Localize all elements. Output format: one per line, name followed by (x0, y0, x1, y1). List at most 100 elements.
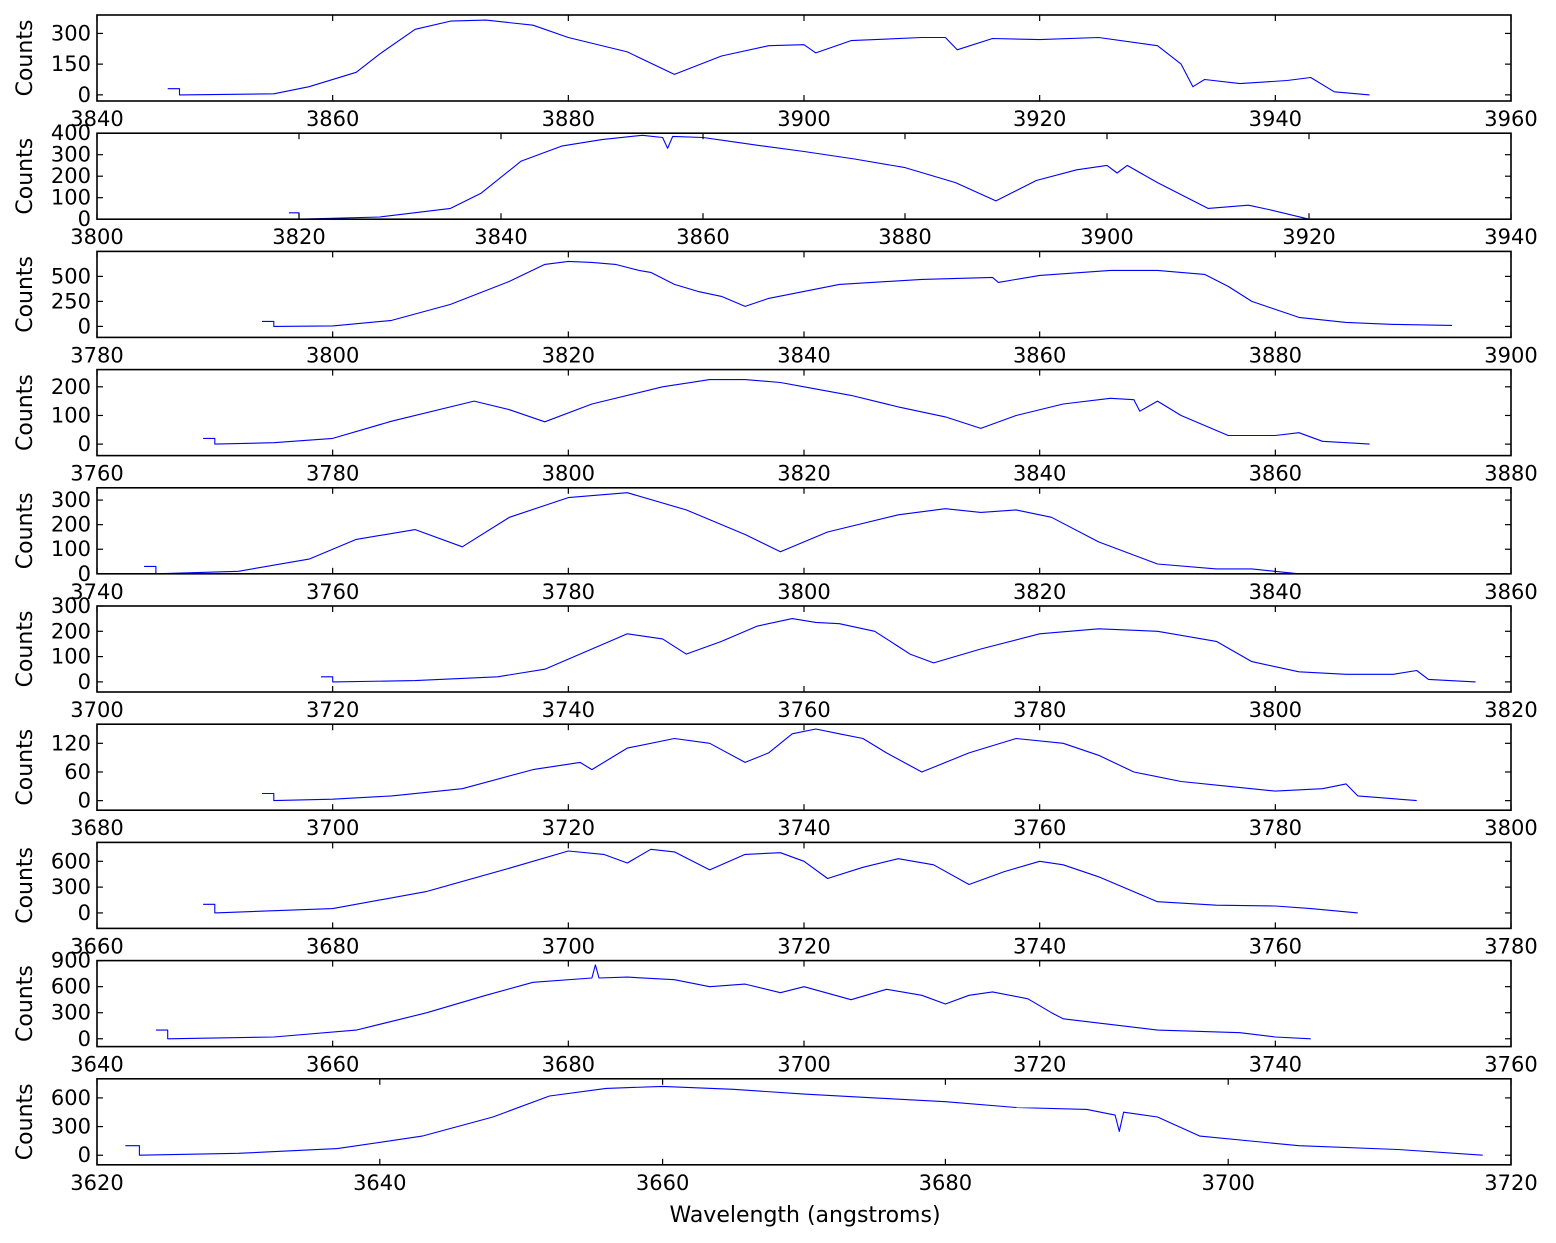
x-tick-label: 3900 (1484, 343, 1537, 367)
x-tick-label: 3740 (70, 580, 123, 604)
axes-frame-6 (96, 605, 1512, 693)
y-tick-label: 200 (51, 513, 91, 537)
x-tick-label: 3700 (1201, 1171, 1254, 1195)
y-axis-label: Counts (13, 374, 38, 451)
x-tick-label: 3800 (306, 343, 359, 367)
y-tick-label: 0 (78, 901, 91, 925)
x-tick-label: 3820 (777, 462, 830, 486)
x-tick-label: 3720 (777, 934, 830, 958)
x-tick-label: 3820 (272, 225, 325, 249)
x-tick-label: 3920 (1013, 107, 1066, 131)
x-tick-label: 3960 (1484, 107, 1537, 131)
y-tick-label: 100 (51, 403, 91, 427)
x-tick-label: 3740 (777, 816, 830, 840)
x-tick-label: 3680 (70, 816, 123, 840)
x-tick-label: 3880 (542, 107, 595, 131)
x-tick-label: 3760 (777, 698, 830, 722)
y-tick-label: 0 (78, 670, 91, 694)
spectrum-line-5 (144, 492, 1299, 575)
y-axis-label: Counts (13, 256, 38, 333)
y-tick-label: 600 (51, 1086, 91, 1110)
x-tick-label: 3800 (1249, 698, 1302, 722)
y-tick-label: 300 (51, 1115, 91, 1139)
y-tick-label: 0 (78, 562, 91, 586)
axes-frame-4 (96, 368, 1512, 457)
y-tick-label: 150 (51, 52, 91, 76)
y-tick-label: 0 (78, 789, 91, 813)
x-tick-label: 3880 (1484, 462, 1537, 486)
x-tick-label: 3880 (1249, 343, 1302, 367)
y-tick-label: 400 (51, 121, 91, 145)
x-tick-label: 3860 (1249, 462, 1302, 486)
x-tick-label: 3620 (70, 1171, 123, 1195)
x-tick-label: 3660 (70, 934, 123, 958)
y-axis-label: Counts (13, 492, 38, 569)
x-tick-label: 3660 (306, 1053, 359, 1077)
x-tick-label: 3860 (306, 107, 359, 131)
spectrum-line-7 (262, 728, 1417, 802)
y-tick-label: 300 (51, 875, 91, 899)
x-tick-label: 3900 (1080, 225, 1133, 249)
spectrum-line-4 (203, 379, 1370, 445)
x-tick-label: 3860 (1484, 580, 1537, 604)
x-tick-label: 3780 (306, 462, 359, 486)
x-tick-label: 3680 (542, 1053, 595, 1077)
x-tick-label: 3940 (1249, 107, 1302, 131)
y-tick-label: 100 (51, 186, 91, 210)
panel-7: 3680 3700 3720 3740 3760 3780 3800 0 60 120 Counts (13, 723, 1538, 840)
y-axis-label: Counts (13, 965, 38, 1042)
x-tick-label: 3780 (1249, 816, 1302, 840)
x-tick-label: 3720 (1484, 1171, 1537, 1195)
y-tick-label: 120 (51, 731, 91, 755)
x-tick-label: 3720 (542, 816, 595, 840)
panel-4: 3760 3780 3800 3820 3840 3860 3880 0 100 200 Count… (13, 368, 1538, 486)
x-tick-label: 3800 (70, 225, 123, 249)
spectrum-line-2 (288, 134, 1310, 220)
x-tick-label: 3840 (474, 225, 527, 249)
x-tick-label: 3760 (306, 580, 359, 604)
axes-frame-2 (96, 132, 1512, 220)
x-tick-label: 3800 (777, 580, 830, 604)
x-tick-label: 3640 (70, 1053, 123, 1077)
x-tick-label: 3760 (1013, 816, 1066, 840)
panels-layer: 3840 3860 3880 3900 3920 3940 3960 0 150 300 Count… (13, 14, 1538, 1195)
y-tick-label: 250 (51, 289, 91, 313)
axes-frame-10 (96, 1078, 1512, 1166)
y-tick-label: 0 (78, 432, 91, 456)
y-tick-label: 300 (51, 594, 91, 618)
x-tick-label: 3760 (1249, 934, 1302, 958)
axes-frame-3 (96, 250, 1512, 339)
y-tick-label: 300 (51, 143, 91, 167)
x-axis-label: Wavelength (angstroms) (669, 1203, 940, 1228)
x-tick-label: 3720 (1013, 1053, 1066, 1077)
x-tick-label: 3680 (919, 1171, 972, 1195)
y-tick-label: 60 (64, 760, 91, 784)
y-tick-label: 200 (51, 619, 91, 643)
y-axis-label: Counts (13, 138, 38, 215)
y-tick-label: 0 (78, 1143, 91, 1167)
x-tick-label: 3800 (1484, 816, 1537, 840)
x-tick-label: 3860 (676, 225, 729, 249)
y-axis-label: Counts (13, 847, 38, 924)
x-tick-label: 3900 (777, 107, 830, 131)
y-tick-label: 600 (51, 849, 91, 873)
y-tick-label: 100 (51, 645, 91, 669)
y-tick-label: 300 (51, 488, 91, 512)
y-tick-label: 500 (51, 264, 91, 288)
x-tick-label: 3920 (1282, 225, 1335, 249)
x-tick-label: 3840 (1013, 462, 1066, 486)
y-tick-label: 300 (51, 1001, 91, 1025)
y-axis-label: Counts (13, 729, 38, 806)
spectrum-line-10 (125, 1085, 1483, 1156)
y-tick-label: 300 (51, 21, 91, 45)
y-tick-label: 0 (78, 207, 91, 231)
x-tick-label: 3680 (306, 934, 359, 958)
spectrum-line-1 (167, 19, 1370, 96)
y-tick-label: 100 (51, 537, 91, 561)
axes-frame-5 (96, 486, 1512, 575)
y-tick-label: 600 (51, 975, 91, 999)
